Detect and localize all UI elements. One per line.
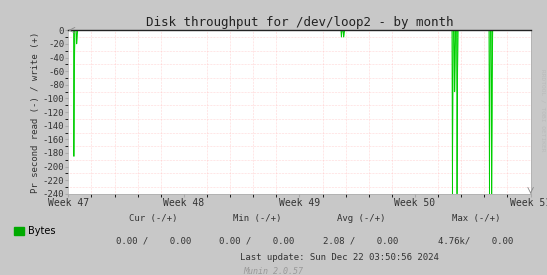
Text: 0.00 /    0.00: 0.00 / 0.00 (115, 236, 191, 245)
Text: Min (-/+): Min (-/+) (233, 214, 281, 223)
Text: Avg (-/+): Avg (-/+) (337, 214, 385, 223)
Legend: Bytes: Bytes (10, 222, 59, 240)
Text: 0.00 /    0.00: 0.00 / 0.00 (219, 236, 295, 245)
Text: RRDTOOL / TOBI OETIKER: RRDTOOL / TOBI OETIKER (541, 69, 546, 151)
Title: Disk throughput for /dev/loop2 - by month: Disk throughput for /dev/loop2 - by mont… (146, 16, 453, 29)
Text: Max (-/+): Max (-/+) (452, 214, 500, 223)
Text: 2.08 /    0.00: 2.08 / 0.00 (323, 236, 399, 245)
Text: Munin 2.0.57: Munin 2.0.57 (243, 267, 304, 275)
Text: 4.76k/    0.00: 4.76k/ 0.00 (438, 236, 514, 245)
Text: Last update: Sun Dec 22 03:50:56 2024: Last update: Sun Dec 22 03:50:56 2024 (240, 253, 439, 262)
Text: Cur (-/+): Cur (-/+) (129, 214, 177, 223)
Y-axis label: Pr second read (-) / write (+): Pr second read (-) / write (+) (31, 31, 40, 193)
